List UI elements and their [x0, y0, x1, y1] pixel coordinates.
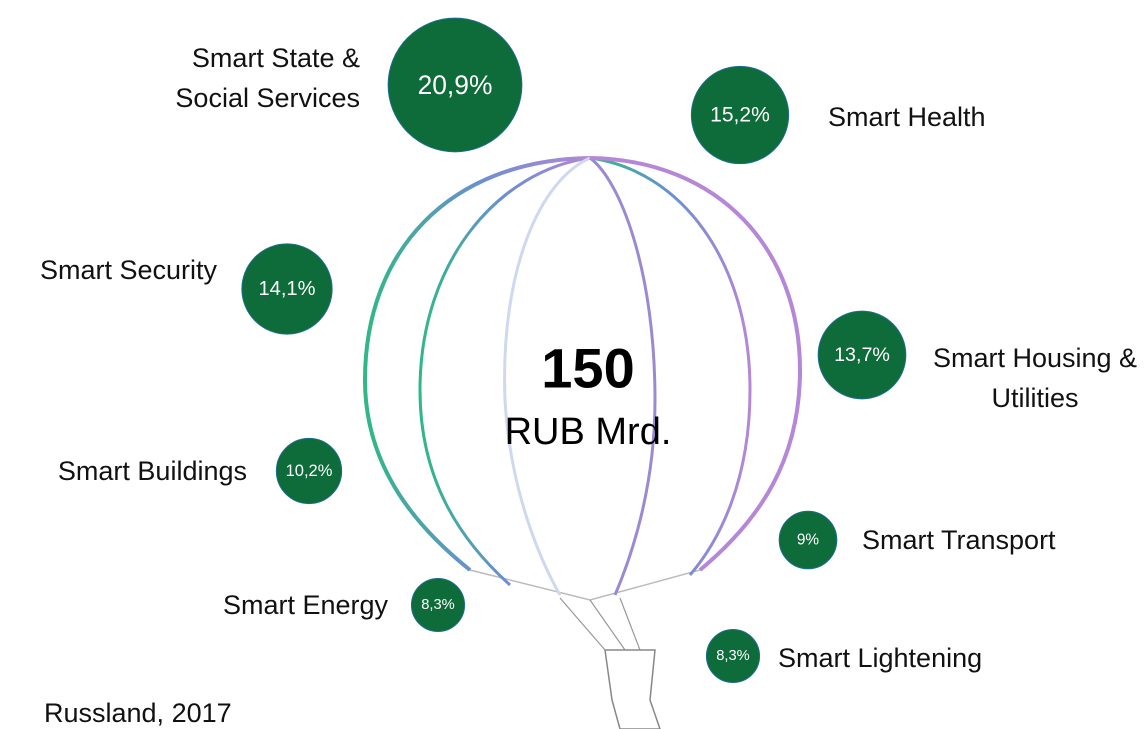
category-label: Smart State & Social Services — [120, 38, 360, 118]
value-label: 15,2% — [710, 104, 770, 127]
infographic: 150 RUB Mrd. 20,9% 15,2% 14,1% 13,7% 10,2% 9%… — [0, 0, 1146, 729]
category-label: Smart Lightening — [778, 638, 1038, 678]
category-label: Smart Security — [0, 250, 217, 290]
category-label: Smart Energy — [148, 585, 388, 625]
value-label: 8,3% — [716, 648, 749, 664]
category-label: Smart Buildings — [7, 451, 247, 491]
category-label: Smart Housing & Utilities — [930, 338, 1140, 418]
category-label: Smart Health — [828, 97, 1068, 137]
note: Russland, 2017 — [44, 693, 232, 729]
value-label: 8,3% — [421, 597, 454, 613]
total-unit: RUB Mrd. — [505, 411, 672, 453]
value-label: 9% — [797, 532, 820, 549]
category-label: Smart Transport — [862, 520, 1122, 560]
value-label: 10,2% — [286, 462, 333, 480]
value-label: 13,7% — [834, 344, 890, 366]
total-value: 150 — [541, 337, 634, 400]
value-label: 14,1% — [259, 278, 316, 300]
value-label: 20,9% — [418, 70, 493, 100]
